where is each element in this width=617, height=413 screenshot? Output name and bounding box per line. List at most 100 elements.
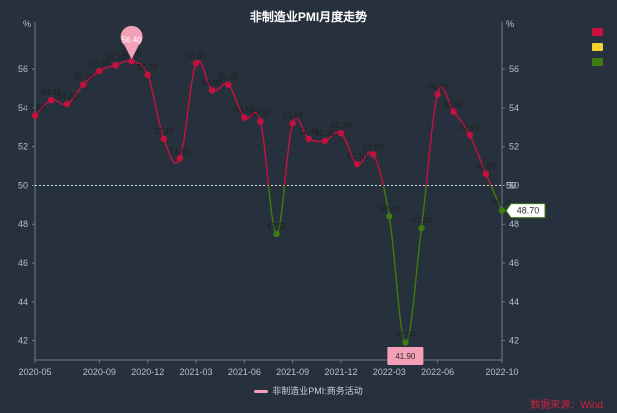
data-point xyxy=(434,91,441,98)
data-point xyxy=(64,100,71,108)
series-line-segment xyxy=(259,121,278,235)
x-tick-label: 2022-06 xyxy=(421,367,454,377)
legend-dot-down[interactable] xyxy=(592,58,603,66)
data-label: 54.70 xyxy=(428,82,449,91)
y-tick-label-right: 46 xyxy=(509,258,519,268)
series-line-segment xyxy=(275,123,294,235)
data-point xyxy=(402,339,409,346)
y-tick-label-left: 56 xyxy=(18,64,28,74)
series-legend[interactable]: 非制造业PMI:商务活动 xyxy=(0,384,617,397)
data-label: 54.90 xyxy=(202,78,223,87)
legend-dot-up[interactable] xyxy=(592,28,603,36)
series-legend-label: 非制造业PMI:商务活动 xyxy=(272,386,363,396)
legend-dot-neutral[interactable] xyxy=(592,43,603,51)
data-point xyxy=(80,81,87,88)
series-line-segment xyxy=(420,94,439,229)
data-label: 53.60 xyxy=(25,104,46,113)
threshold-label: 50 xyxy=(506,180,516,190)
last-value-box xyxy=(505,203,546,219)
data-point xyxy=(225,81,232,88)
series-line-segment xyxy=(469,134,487,175)
data-point xyxy=(466,131,473,139)
data-point xyxy=(386,213,393,220)
data-label: 56.20 xyxy=(106,53,127,62)
data-label: 53.20 xyxy=(283,111,304,120)
data-label: 47.50 xyxy=(267,222,288,231)
data-point xyxy=(273,230,280,238)
data-point xyxy=(289,120,296,127)
legend-color-dots[interactable] xyxy=(592,28,604,73)
series-legend-swatch xyxy=(254,390,269,394)
data-point xyxy=(418,224,425,232)
data-label: 48.70 xyxy=(492,199,513,208)
y-tick-label-left: 50 xyxy=(18,180,28,190)
y-tick-label-right: 42 xyxy=(509,336,519,346)
data-label: 51.10 xyxy=(347,152,368,161)
data-label: 53.80 xyxy=(444,100,465,109)
data-point xyxy=(369,151,377,158)
series-line-segment xyxy=(404,228,423,344)
min-box-label: 41.90 xyxy=(395,352,416,361)
y-tick-label-right: 54 xyxy=(509,103,519,113)
data-label: 52.30 xyxy=(315,129,336,138)
data-label: 47.80 xyxy=(411,216,432,225)
series-line-segment xyxy=(179,62,197,159)
chart-title: 非制造业PMI月度走势 xyxy=(249,10,368,24)
y-tick-label-left: 54 xyxy=(18,103,28,113)
x-tick-label: 2020-09 xyxy=(83,367,116,377)
y-tick-label-left: 44 xyxy=(18,297,28,307)
y-tick-label-right: 50 xyxy=(509,180,519,190)
data-point xyxy=(257,118,264,125)
series-line-segment xyxy=(147,74,165,140)
data-label: 55.90 xyxy=(89,59,110,68)
data-label: 55.70 xyxy=(138,63,159,72)
data-label: 51.40 xyxy=(170,146,191,155)
y-unit-right: % xyxy=(506,19,514,29)
y-tick-label-left: 48 xyxy=(18,219,28,229)
data-point xyxy=(128,58,135,65)
x-tick-label: 2022-03 xyxy=(373,367,406,377)
max-marker: 56.40 xyxy=(120,25,143,60)
x-tick-label: 2021-06 xyxy=(228,367,261,377)
y-tick-label-left: 42 xyxy=(18,336,28,346)
data-label: 52.40 xyxy=(299,127,320,136)
min-marker: 41.90 xyxy=(387,347,424,365)
data-point xyxy=(47,96,55,104)
data-label: 54.20 xyxy=(57,92,78,101)
data-label: 55.20 xyxy=(218,73,239,82)
x-tick-label: 2021-03 xyxy=(180,367,213,377)
x-tick-label: 2020-12 xyxy=(131,367,164,377)
min-box xyxy=(387,347,424,365)
data-label: 51.60 xyxy=(363,142,384,151)
x-tick-label: 2020-05 xyxy=(18,367,51,377)
data-point xyxy=(176,155,184,162)
data-point xyxy=(96,67,103,75)
data-label: 52.40 xyxy=(154,127,175,136)
data-label: 52.60 xyxy=(460,123,481,132)
data-point xyxy=(450,108,457,115)
data-point xyxy=(337,129,345,137)
data-point xyxy=(321,137,329,145)
data-point xyxy=(305,135,312,143)
data-point xyxy=(482,170,490,178)
data-label: 53.30 xyxy=(250,109,271,118)
data-label: 56.30 xyxy=(186,51,207,60)
x-tick-label: 2021-12 xyxy=(324,367,357,377)
last-value-label: 48.70 xyxy=(517,206,540,216)
y-tick-label-left: 52 xyxy=(18,142,28,152)
max-pin xyxy=(120,25,143,60)
series-line-segment xyxy=(388,216,407,344)
last-value-callout: 48.70 xyxy=(505,203,546,219)
data-label: 41.90 xyxy=(395,331,416,340)
data-label: 54.40 xyxy=(41,88,62,97)
y-tick-label-right: 44 xyxy=(509,297,519,307)
data-label: 50.60 xyxy=(476,162,497,171)
max-pin-label: 56.40 xyxy=(122,35,143,44)
data-point xyxy=(144,71,151,79)
x-tick-label: 2021-09 xyxy=(276,367,309,377)
data-label: 53.50 xyxy=(234,106,255,115)
y-tick-label-right: 56 xyxy=(509,64,519,74)
data-point xyxy=(31,112,39,119)
series-line-segment xyxy=(372,154,390,217)
